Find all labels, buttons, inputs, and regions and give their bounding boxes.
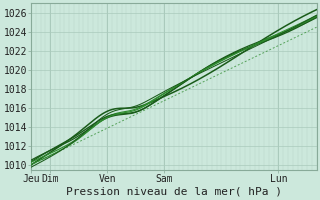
X-axis label: Pression niveau de la mer( hPa ): Pression niveau de la mer( hPa ): [66, 187, 282, 197]
